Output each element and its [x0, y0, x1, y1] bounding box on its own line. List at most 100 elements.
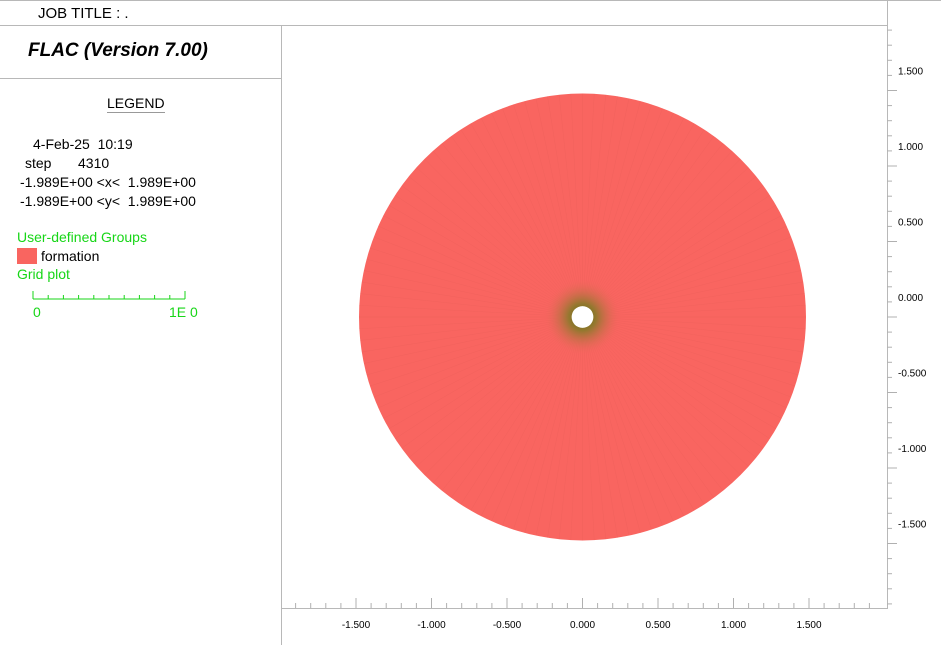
grid-line	[586, 108, 663, 307]
grid-line	[587, 326, 685, 517]
grid-line	[373, 320, 573, 398]
grid-line	[450, 325, 577, 498]
scale-bar	[32, 291, 186, 300]
grid-line	[591, 195, 771, 312]
grid-line	[432, 150, 576, 310]
grid-line	[589, 325, 724, 491]
grid-plot-title: Grid plot	[17, 266, 70, 282]
grid-line	[480, 117, 578, 308]
grid-line	[592, 320, 792, 398]
legend-x-range: -1.989E+00 <x< 1.989E+00	[20, 174, 196, 190]
y-tick-label: 0.500	[898, 218, 923, 229]
grid-line	[460, 326, 577, 505]
grid-line	[592, 319, 799, 376]
grid-line	[361, 281, 572, 316]
formation-swatch	[17, 248, 37, 264]
grid-line	[360, 317, 572, 341]
grid-line	[424, 324, 575, 476]
grid-line	[535, 327, 581, 536]
grid-line	[416, 167, 575, 310]
grid-line	[394, 322, 574, 439]
grid-line	[394, 195, 574, 312]
x-axis: -1.500 -1.000 -0.500 0.000 0.500 1.000 1.500	[295, 598, 870, 631]
grid-line	[408, 323, 575, 458]
grid-line	[388, 322, 574, 429]
grid-line	[592, 321, 787, 409]
grid-line	[591, 185, 764, 311]
grid-line	[359, 305, 572, 317]
grid-line	[360, 293, 572, 317]
grid-line	[441, 325, 576, 491]
grid-line	[593, 281, 804, 316]
groups-title: User-defined Groups	[17, 229, 147, 245]
grid-line	[378, 321, 573, 409]
grid-line	[588, 129, 705, 308]
grid-line	[593, 318, 804, 353]
grid-line	[589, 150, 733, 310]
grid-line	[585, 104, 652, 307]
scale-min-label: 0	[33, 304, 41, 320]
grid-line	[584, 327, 618, 538]
grid-line	[585, 327, 641, 533]
job-title: JOB TITLE : .	[38, 5, 129, 22]
grid-line	[584, 98, 630, 307]
grid-line	[408, 176, 575, 311]
grid-line	[373, 236, 573, 314]
grid-line	[363, 319, 572, 364]
grid-line	[587, 123, 695, 308]
grid-line	[570, 327, 583, 541]
header-divider	[0, 78, 282, 79]
grid-line	[480, 326, 578, 517]
grid-line	[593, 317, 806, 329]
grid-line	[588, 136, 715, 309]
grid-line	[524, 327, 580, 533]
grid-line	[502, 327, 579, 526]
grid-line	[590, 176, 757, 311]
grid-line	[585, 101, 641, 307]
grid-line	[378, 225, 573, 313]
y-tick-label: -1.500	[898, 520, 927, 531]
grid-line	[547, 96, 581, 307]
grid-line	[513, 104, 580, 307]
grid-line	[401, 323, 574, 449]
legend-step-label: step	[25, 155, 52, 171]
grid-line	[513, 327, 580, 530]
top-border	[0, 0, 941, 1]
grid-line	[592, 321, 782, 419]
grid-line	[584, 96, 618, 307]
grid-line	[590, 324, 741, 476]
radial-grid-lines	[359, 93, 806, 541]
x-tick-label: 0.500	[645, 620, 670, 631]
grid-line	[592, 236, 792, 314]
bottom-axis-line	[281, 608, 888, 609]
x-tick-label: 0.000	[570, 620, 595, 631]
y-tick-label: 1.500	[898, 67, 923, 78]
grid-line	[593, 317, 805, 341]
grid-line	[416, 324, 575, 467]
grid-line	[582, 93, 595, 307]
grid-line	[441, 143, 576, 309]
grid-line	[432, 324, 576, 484]
grid-line	[366, 319, 573, 376]
scale-max-label: 1E 0	[169, 304, 198, 320]
grid-line	[491, 326, 579, 522]
grid-line	[388, 205, 574, 312]
grid-line	[584, 327, 630, 536]
grid-line	[592, 225, 787, 313]
grid-line	[424, 158, 575, 310]
grid-line	[592, 215, 782, 313]
grid-line	[524, 101, 580, 307]
grid-line	[570, 93, 583, 307]
grid-line	[470, 326, 578, 511]
grid-line	[591, 322, 771, 439]
grid-line	[590, 167, 749, 310]
grid-line	[582, 327, 595, 541]
formation-label: formation	[41, 248, 100, 264]
grid-line	[491, 112, 579, 308]
grid-line	[361, 318, 572, 353]
grid-line	[593, 319, 802, 364]
grid-line	[592, 258, 799, 315]
grid-line	[502, 108, 579, 307]
grid-line	[586, 112, 674, 308]
